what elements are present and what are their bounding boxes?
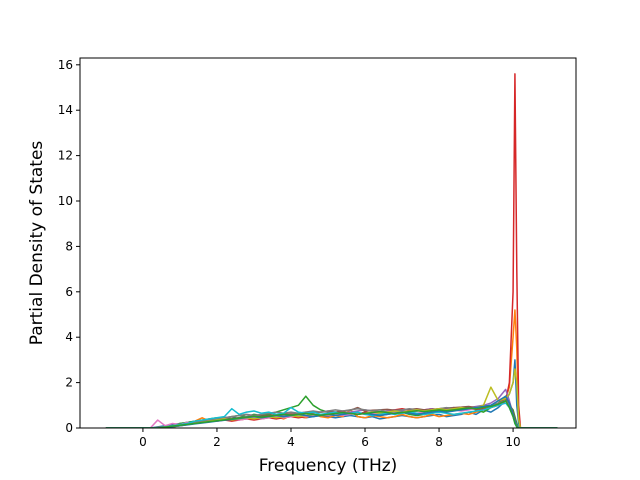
x-tick-label: 0 bbox=[139, 435, 147, 449]
series-line-10 bbox=[105, 402, 558, 428]
y-tick-label: 16 bbox=[58, 58, 73, 72]
y-tick-label: 2 bbox=[65, 376, 73, 390]
x-tick-label: 2 bbox=[213, 435, 221, 449]
y-tick-label: 6 bbox=[65, 285, 73, 299]
x-tick-label: 6 bbox=[361, 435, 369, 449]
x-axis-label: Frequency (THz) bbox=[259, 456, 398, 476]
x-tick-label: 4 bbox=[287, 435, 295, 449]
y-tick-label: 14 bbox=[58, 103, 73, 117]
y-tick-label: 0 bbox=[65, 421, 73, 435]
y-tick-label: 4 bbox=[65, 330, 73, 344]
x-axis: 0 2 4 6 8 10 bbox=[139, 428, 521, 449]
x-tick-label: 8 bbox=[435, 435, 443, 449]
plot-frame bbox=[79, 57, 577, 429]
y-tick-label: 12 bbox=[58, 149, 73, 163]
y-axis-label: Partial Density of States bbox=[27, 141, 47, 346]
series-line-12 bbox=[105, 400, 558, 428]
y-tick-label: 10 bbox=[58, 194, 73, 208]
plot-area bbox=[80, 58, 576, 428]
y-axis: 0 2 4 6 8 10 12 14 16 bbox=[58, 58, 80, 435]
y-tick-label: 8 bbox=[65, 239, 73, 253]
series-layer bbox=[105, 73, 558, 428]
x-tick-label: 10 bbox=[505, 435, 520, 449]
